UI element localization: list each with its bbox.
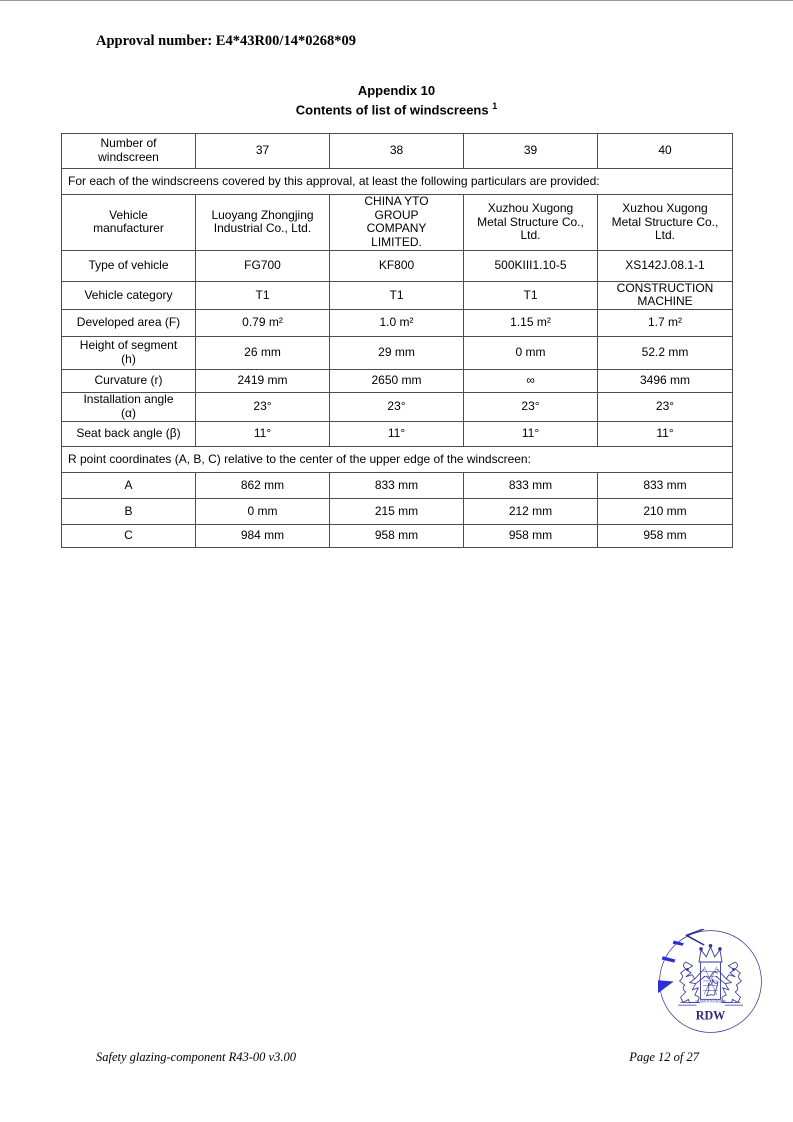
svg-text:RDW: RDW [696, 1008, 726, 1022]
